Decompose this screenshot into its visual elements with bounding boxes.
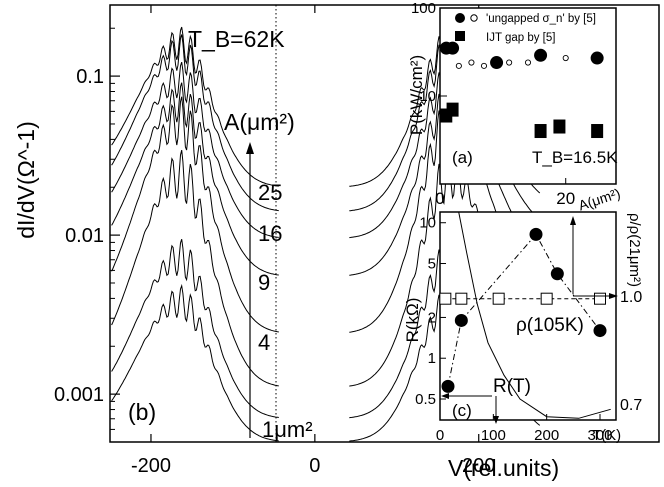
curve-area-label: 1μm²	[262, 417, 313, 442]
legend-ijt-text: IJT gap by [5]	[486, 32, 555, 44]
inset-c-ylabel: R(kΩ)	[403, 298, 422, 343]
inset-a-filled-square	[553, 119, 566, 134]
area-arrow-head	[246, 142, 254, 154]
inset-c-y2label: ρ/ρ(21μm²)	[626, 213, 643, 287]
rho-annotation: ρ(105K)	[516, 315, 584, 336]
inset-c-filled-circle	[550, 267, 564, 281]
inset-c-markers	[439, 227, 607, 393]
rt-arrow-head	[441, 393, 449, 399]
curve-area-label: 9	[258, 270, 270, 295]
area-arrow-label: A(μm²)	[224, 109, 295, 135]
rt-curve	[458, 211, 611, 419]
legend-ungapped-text: 'ungapped σ_n' by [5]	[486, 13, 596, 25]
inset-c-frame	[439, 211, 617, 421]
legend-filled-circle: 'ungapped σ_n' by [5]	[455, 13, 596, 25]
inset-a-y-tick-label: 10	[419, 88, 436, 105]
inset-c-x-tick-label: 0	[436, 427, 444, 444]
inset-c-y-tick-label: 2	[428, 309, 436, 326]
legend-filled-square-marker	[455, 31, 465, 41]
panel-c-label: (c)	[452, 401, 472, 420]
inset-a-open-circle	[524, 59, 532, 66]
inset-a-open-circle	[480, 62, 488, 69]
inset-a-filled-circle	[534, 48, 548, 62]
inset-c-open-square	[540, 292, 553, 305]
curve-area-label: 4	[258, 330, 270, 355]
inset-a-markers	[439, 41, 604, 139]
rt-arrow-down-head	[493, 416, 499, 424]
main-y-tick-label: 0.01	[65, 225, 104, 247]
main-x-tick-label: 200	[462, 455, 495, 477]
dIdV-curve	[111, 239, 279, 418]
main-y-tick-label: 0.001	[54, 384, 104, 406]
inset-a-filled-square	[534, 124, 547, 139]
inset-c-y-tick-label: 1	[428, 350, 436, 367]
inset-a-filled-circle	[446, 41, 460, 55]
dIdV-curve	[111, 26, 279, 187]
inset-c-x-tick-label: 100	[481, 427, 506, 444]
inset-a-y-tick-label: 100	[411, 0, 436, 17]
main-plot-frame	[109, 4, 660, 443]
dIdV-curve	[111, 34, 279, 212]
inset-c-open-square	[492, 292, 505, 305]
inset-c-open-square	[594, 292, 606, 305]
inset-c-y-tick-label: 5	[428, 256, 436, 273]
main-x-ticks: -200 0 200	[131, 5, 495, 477]
legend-filled-square: IJT gap by [5]	[455, 31, 555, 44]
inset-a-open-circle	[562, 54, 569, 62]
rho-arrow-up-head	[570, 216, 576, 225]
inset-a-filled-square	[446, 102, 459, 117]
inset-c-filled-circle	[529, 227, 543, 241]
inset-c-x-tick-label: 300	[587, 427, 612, 444]
legend-open-circle-marker	[470, 14, 478, 22]
inset-c-open-square	[455, 292, 468, 305]
inset-c-filled-circle	[593, 324, 607, 338]
main-x-tick-label: 0	[309, 455, 320, 477]
rho-arrow-right-head	[609, 293, 618, 299]
inset-a-ylabel: P(kW/cm²)	[407, 55, 426, 135]
main-y-axis-label: dI/dV(Ω^-1)	[13, 121, 39, 238]
dIdV-curve	[111, 283, 279, 442]
inset-c-open-square	[439, 292, 452, 305]
dIdV-curve	[111, 149, 279, 387]
curve-area-label: 16	[258, 221, 282, 246]
rt-annotation: R(T)	[493, 376, 531, 397]
dIdV-curve	[111, 61, 279, 238]
main-title: T_B=62K	[188, 26, 285, 52]
inset-c-y2-tick-label: 1.0	[620, 289, 642, 306]
inset-a-temperature: T_B=16.5K	[532, 148, 618, 167]
inset-c-x-tick-label: 200	[534, 427, 559, 444]
panel-a-label: (a)	[452, 148, 473, 167]
inset-a-ticks: 10 100 0 20	[411, 0, 575, 208]
inset-c-y-tick-label: 10	[419, 215, 436, 232]
inset-c-filled-circle	[441, 379, 455, 393]
inset-a-filled-square	[591, 124, 604, 139]
curve-area-label: 25	[258, 180, 282, 205]
inset-a-x-tick-label: 20	[556, 189, 575, 208]
inset-c-y-tick-label: 0.5	[415, 391, 436, 408]
inset-a-open-circle	[506, 59, 513, 66]
inset-a-open-circle	[455, 62, 462, 69]
inset-a-open-circle	[468, 59, 475, 66]
main-y-tick-label: 0.1	[76, 66, 104, 88]
inset-c-filled-circle	[454, 313, 468, 327]
legend-filled-circle-marker	[455, 13, 465, 23]
panel-b-label: (b)	[128, 399, 156, 425]
inset-a-filled-circle	[490, 56, 504, 70]
inset-a-frame	[439, 7, 617, 185]
inset-a-filled-circle	[590, 51, 604, 65]
curve-area-labels: 1μm² 4 9 16 25	[258, 180, 313, 442]
main-y-ticks: 0.001 0.01 0.1	[54, 27, 120, 443]
dIdV-curve	[111, 82, 279, 276]
inset-c-y2-tick-label: 0.7	[620, 397, 642, 414]
main-x-axis-label: V(rel.units)	[448, 455, 559, 481]
inset-c-xlabel: T(K)	[592, 427, 621, 444]
dIdV-curve	[111, 96, 279, 333]
inset-a-x-tick-label: 0	[435, 189, 444, 208]
main-x-tick-label: -200	[131, 455, 171, 477]
